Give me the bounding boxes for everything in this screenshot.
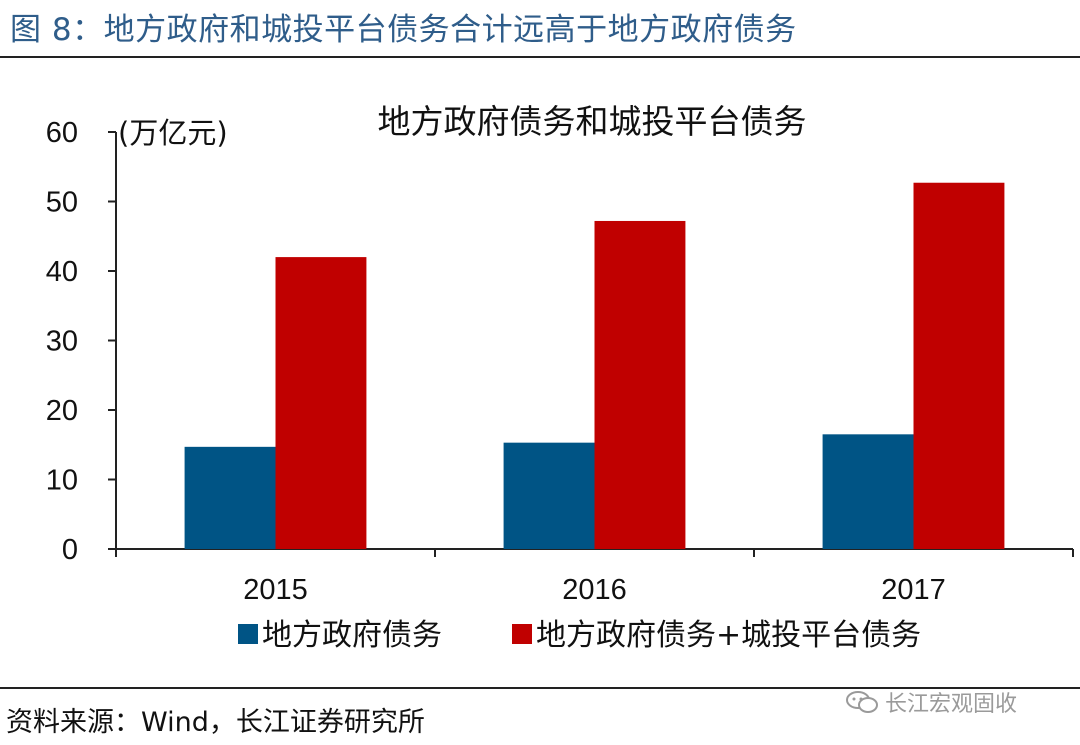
y-tick-label: 50: [46, 187, 78, 219]
legend-label: 地方政府债务: [262, 618, 442, 653]
legend: 地方政府债务 地方政府债务+城投平台债务: [238, 618, 921, 653]
bars: [184, 182, 1005, 550]
x-axis: 2015 2016 2017: [115, 548, 1074, 606]
chart-title: 地方政府债务和城投平台债务: [378, 102, 807, 141]
bar-local-gov-debt: [503, 442, 595, 549]
wechat-icon: [846, 691, 878, 713]
legend-swatch: [238, 624, 258, 644]
legend-swatch: [512, 624, 532, 644]
y-axis: 0 10 20 30 40 50 60: [46, 117, 117, 566]
bar-total-debt: [913, 182, 1005, 550]
y-tick-label: 20: [46, 395, 78, 427]
figure-title: 图 8：地方政府和城投平台债务合计远高于地方政府债务: [10, 12, 797, 48]
bottom-rule: [0, 687, 1080, 689]
y-tick-label: 0: [62, 534, 78, 566]
y-tick-label: 40: [46, 256, 78, 288]
y-tick-label: 60: [46, 117, 78, 149]
x-tick-label: 2017: [881, 574, 946, 606]
x-tick-label: 2015: [243, 574, 308, 606]
x-tick-label: 2016: [562, 574, 627, 606]
watermark: 长江宏观固收: [845, 686, 1017, 718]
y-tick-label: 30: [46, 326, 78, 358]
bar-local-gov-debt: [822, 434, 914, 549]
legend-label: 地方政府债务+城投平台债务: [536, 618, 921, 653]
bar-local-gov-debt: [184, 446, 276, 549]
source-note: 资料来源：Wind，长江证券研究所: [6, 707, 425, 738]
bar-total-debt: [594, 220, 686, 549]
y-axis-unit-label: (万亿元): [118, 116, 228, 150]
bar-chart: 0 10 20 30 40 50 60 2015 2016 2017 (万亿元) 地方政府债务和…: [46, 102, 1074, 653]
y-tick-label: 10: [46, 465, 78, 497]
watermark-text: 长江宏观固收: [885, 692, 1018, 717]
top-rule: [0, 56, 1080, 58]
bar-total-debt: [275, 257, 367, 549]
